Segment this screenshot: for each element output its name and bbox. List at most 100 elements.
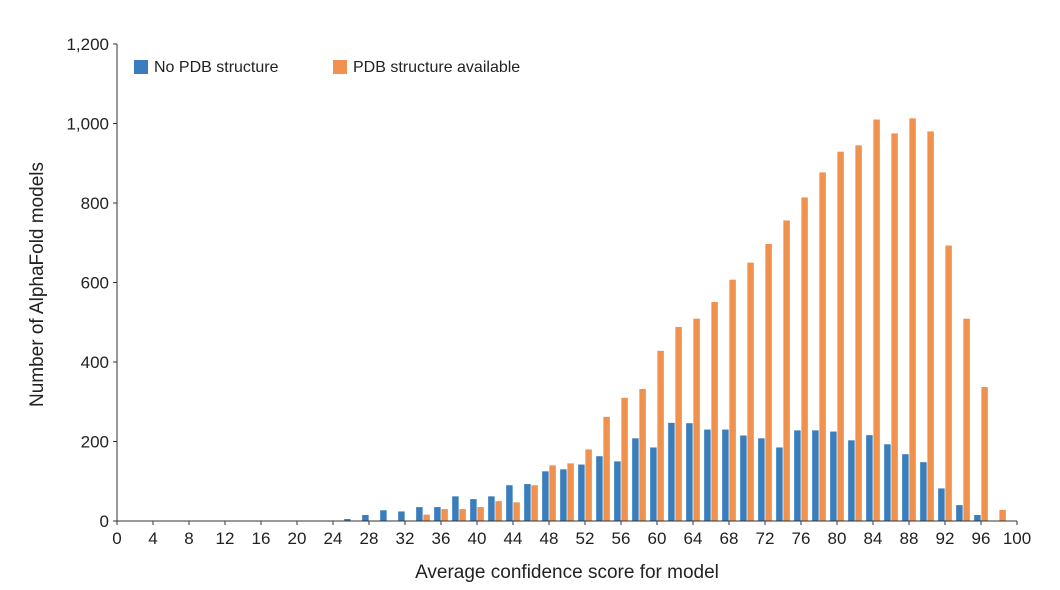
legend-swatch-pdb-available [333,60,347,74]
bar-no-pdb [758,438,765,521]
bar-no-pdb [560,469,567,521]
bar-no-pdb [434,507,441,521]
x-tick-label: 52 [576,529,595,548]
y-axis-title: Number of AlphaFold models [27,162,48,407]
bar-no-pdb [704,429,711,521]
bar-no-pdb [848,440,855,521]
bar-pdb-available [927,131,934,521]
bar-pdb-available [459,509,466,521]
bar-no-pdb [668,422,675,521]
x-tick-label: 80 [828,529,847,548]
bar-no-pdb [974,515,981,521]
x-tick-label: 8 [184,529,193,548]
y-tick-label: 600 [81,274,109,293]
bar-no-pdb [614,461,621,521]
bar-no-pdb [884,444,891,521]
y-tick-label: 0 [100,512,109,531]
bar-no-pdb [686,423,693,521]
bar-no-pdb [938,488,945,521]
x-tick-label: 68 [720,529,739,548]
x-tick-label: 76 [792,529,811,548]
x-axis-ticks: 0 4 8 12 16 20 24 28 32 36 40 44 48 52 56 60 64 68 72 76 80 8… [112,521,1031,548]
bar-no-pdb [488,496,495,521]
bar-no-pdb [866,435,873,521]
bar-no-pdb [776,447,783,521]
bar-no-pdb [920,462,927,521]
x-tick-label: 28 [360,529,379,548]
bar-pdb-available [981,387,988,521]
bar-no-pdb [650,447,657,521]
bar-pdb-available [693,318,700,521]
bar-no-pdb [578,464,585,521]
bar-no-pdb [830,431,837,521]
x-tick-label: 16 [252,529,271,548]
bar-no-pdb [416,507,423,521]
bar-no-pdb [632,438,639,521]
bar-pdb-available [567,463,574,521]
bar-pdb-available [711,301,718,521]
bar-pdb-available [423,514,430,521]
bar-no-pdb [596,456,603,521]
y-axis-ticks: 0 200 400 600 800 1,000 1,200 [66,35,117,531]
x-tick-label: 24 [324,529,343,548]
bar-pdb-available [585,449,592,521]
bar-pdb-available [621,397,628,521]
bar-no-pdb [794,430,801,521]
bar-no-pdb [740,435,747,521]
bar-pdb-available [801,197,808,521]
bar-no-pdb [452,496,459,521]
legend: No PDB structure PDB structure available [134,59,520,76]
x-tick-label: 96 [972,529,991,548]
bar-no-pdb [380,510,387,521]
bar-pdb-available [603,416,610,521]
bar-pdb-available [729,279,736,521]
bar-pdb-available [909,118,916,522]
bar-no-pdb [542,471,549,521]
bar-pdb-available [747,262,754,521]
bar-pdb-available [675,327,682,521]
bars-layer [344,118,1006,522]
x-tick-label: 20 [288,529,307,548]
bar-pdb-available [477,507,484,521]
x-tick-label: 0 [112,529,121,548]
x-tick-label: 100 [1003,529,1031,548]
bar-no-pdb [398,511,405,521]
bar-pdb-available [531,485,538,521]
y-tick-label: 1,000 [66,115,109,134]
x-tick-label: 48 [540,529,559,548]
bar-pdb-available [441,509,448,521]
bar-no-pdb [956,505,963,521]
x-tick-label: 64 [684,529,703,548]
legend-label-no-pdb: No PDB structure [154,59,279,76]
x-tick-label: 44 [504,529,523,548]
x-tick-label: 40 [468,529,487,548]
bar-pdb-available [765,243,772,521]
bar-pdb-available [873,119,880,522]
x-axis-title: Average confidence score for model [415,562,719,583]
bar-pdb-available [891,133,898,521]
y-tick-label: 400 [81,353,109,372]
bar-pdb-available [639,389,646,521]
x-tick-label: 72 [756,529,775,548]
bar-pdb-available [837,151,844,521]
y-tick-label: 1,200 [66,35,109,54]
bar-no-pdb [812,430,819,521]
x-tick-label: 84 [864,529,883,548]
bar-no-pdb [470,499,477,521]
bar-pdb-available [513,502,520,521]
bar-no-pdb [902,454,909,521]
bar-pdb-available [963,318,970,521]
legend-label-pdb-available: PDB structure available [353,59,520,76]
x-tick-label: 88 [900,529,919,548]
bar-pdb-available [549,465,556,521]
x-tick-label: 4 [148,529,157,548]
bar-pdb-available [495,501,502,521]
x-tick-label: 60 [648,529,667,548]
bar-pdb-available [945,245,952,521]
y-tick-label: 800 [81,194,109,213]
bar-no-pdb [722,429,729,521]
x-tick-label: 32 [396,529,415,548]
bar-no-pdb [344,519,351,521]
bar-pdb-available [783,220,790,522]
